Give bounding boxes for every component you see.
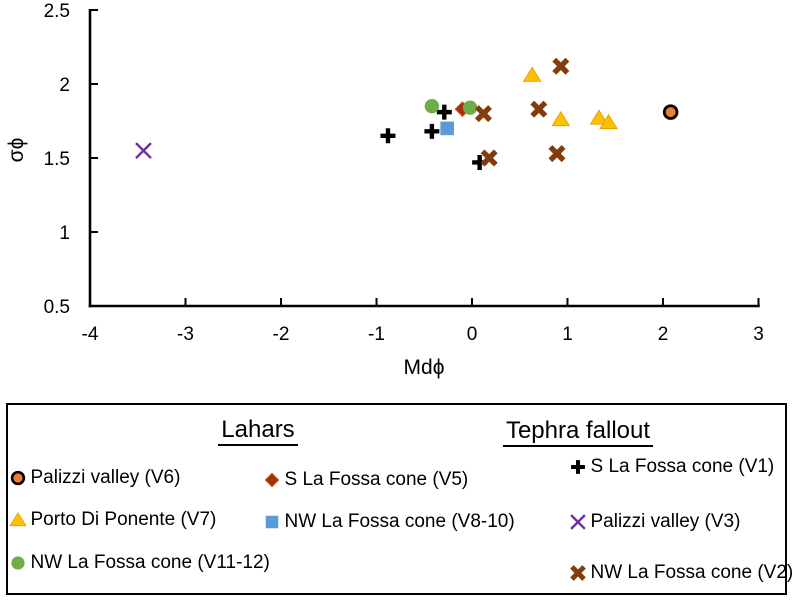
s-la-fossa-cone-v5-legend-marker: [264, 472, 279, 487]
palizzi-valley-v3-point: [135, 142, 152, 159]
y-tick-label: 1: [59, 223, 70, 244]
palizzi-valley-v3-legend-marker: [569, 513, 586, 530]
legend-title-lahars-text: Lahars: [218, 416, 298, 446]
y-tick-label: 2.5: [44, 1, 70, 22]
porto-di-ponente-v7-point: [599, 113, 618, 130]
x-tick-label: 3: [753, 324, 764, 345]
y-tick-label: 2: [59, 75, 70, 96]
legend-item-label: NW La Fossa cone (V8-10): [284, 510, 515, 532]
y-axis-title: σϕ: [5, 137, 28, 163]
porto-di-ponente-v7-point: [589, 109, 609, 125]
nw-la-fossa-cone-v2-point: [530, 100, 548, 118]
s-la-fossa-cone-v1-legend-marker: [570, 459, 585, 474]
legend-box: Lahars Tephra fallout Palizzi valley (V6…: [6, 403, 793, 595]
nw-la-fossa-cone-v2-legend-marker: [569, 564, 586, 581]
legend-title-tephra-text: Tephra fallout: [502, 417, 654, 447]
palizzi-valley-v6-legend-marker: [10, 470, 25, 485]
x-tick-label: -2: [273, 324, 290, 345]
x-tick-label: -3: [177, 324, 194, 345]
legend-item-nw-la-fossa-cone-v8-10: NW La Fossa cone (V8-10): [262, 511, 515, 533]
s-la-fossa-cone-v1-point: [436, 104, 452, 120]
legend-item-palizzi-valley-v6: Palizzi valley (V6): [8, 466, 181, 489]
palizzi-valley-v6-point: [662, 104, 679, 120]
legend-item-palizzi-valley-v3: Palizzi valley (V3): [568, 510, 741, 533]
nw-la-fossa-cone-v2-point: [548, 145, 566, 163]
legend-item-label: S La Fossa cone (V1): [590, 455, 775, 477]
chart-area: -4 -3 -2 -1 0 1 2 3 0.5 1 1.5 2 2.5 σϕ Mdϕ: [5, 1, 764, 379]
legend-title-tephra: Tephra fallout: [473, 417, 683, 447]
plot-svg: -4 -3 -2 -1 0 1 2 3 0.5 1 1.5 2 2.5: [44, 1, 764, 345]
legend-item-nw-la-fossa-cone-v11-12: NW La Fossa cone (V11-12): [8, 552, 270, 574]
legend-item-label: NW La Fossa cone (V11-12): [30, 551, 270, 573]
nw-la-fossa-cone-v8-10-point: [440, 121, 454, 136]
legend-item-s-la-fossa-cone-v5: S La Fossa cone (V5): [262, 468, 469, 491]
nw-la-fossa-cone-v2-point: [474, 105, 492, 123]
x-tick-label: -4: [82, 324, 99, 345]
x-tick-label: 0: [467, 324, 478, 345]
porto-di-ponente-v7-point: [522, 66, 542, 82]
nw-la-fossa-cone-v2-point: [552, 57, 570, 75]
y-tick-label: 0.5: [44, 297, 70, 318]
legend-title-lahars: Lahars: [153, 416, 363, 446]
s-la-fossa-cone-v1-point: [424, 123, 440, 139]
x-tick-label: 2: [658, 324, 669, 345]
legend-item-label: NW La Fossa cone (V2): [590, 561, 794, 583]
x-tick-label: -1: [368, 324, 385, 345]
nw-la-fossa-cone-v11-12-point: [424, 99, 440, 114]
legend-item-label: Palizzi valley (V3): [590, 510, 741, 532]
legend-item-s-la-fossa-cone-v1: S La Fossa cone (V1): [568, 455, 775, 478]
porto-di-ponente-v7-legend-marker: [8, 511, 27, 526]
nw-la-fossa-cone-v11-12-point: [462, 100, 478, 115]
nw-la-fossa-cone-v8-10-legend-marker: [265, 515, 278, 528]
y-tick-label: 1.5: [44, 149, 70, 170]
x-tick-label: 1: [562, 324, 573, 345]
legend-item-label: Palizzi valley (V6): [30, 466, 181, 488]
porto-di-ponente-v7-point: [551, 110, 571, 127]
legend-item-label: S La Fossa cone (V5): [284, 468, 469, 490]
legend-item-nw-la-fossa-cone-v2: NW La Fossa cone (V2): [568, 561, 794, 584]
x-axis-title: Mdϕ: [403, 356, 445, 379]
legend-item-porto-di-ponente-v7: Porto Di Ponente (V7): [8, 508, 217, 531]
nw-la-fossa-cone-v11-12-legend-marker: [10, 555, 25, 570]
legend-item-label: Porto Di Ponente (V7): [30, 508, 217, 530]
s-la-fossa-cone-v1-point: [380, 128, 396, 144]
nw-la-fossa-cone-v2-point: [480, 149, 498, 167]
